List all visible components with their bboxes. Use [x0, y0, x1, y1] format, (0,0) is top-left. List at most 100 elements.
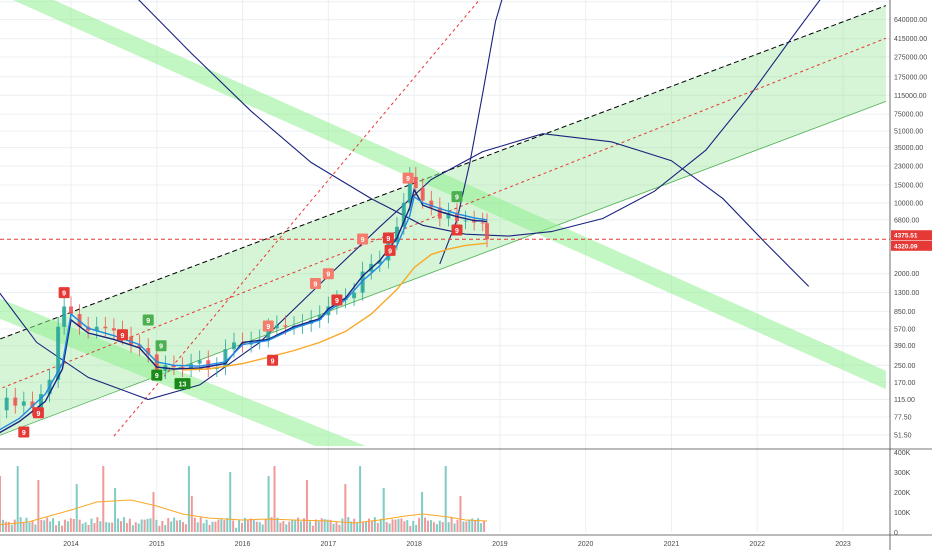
- volume-bar: [161, 521, 163, 532]
- price-tag-label: 4375.51: [894, 233, 918, 240]
- volume-tick-label: 400K: [894, 450, 911, 457]
- volume-bar: [454, 523, 456, 532]
- x-tick-label: 2023: [835, 541, 851, 548]
- volume-bar: [79, 520, 81, 532]
- volume-bar: [333, 524, 335, 532]
- y-tick-label: 850.00: [894, 309, 916, 316]
- y-tick-label: 35000.00: [894, 145, 923, 152]
- volume-bar: [220, 518, 222, 532]
- td-marker-label: 9: [121, 333, 125, 340]
- volume-bar: [483, 521, 485, 532]
- volume-bar: [43, 520, 45, 532]
- volume-bar: [93, 523, 95, 532]
- candle-body: [5, 398, 9, 411]
- volume-bar: [126, 523, 128, 532]
- volume-bar: [306, 480, 308, 532]
- y-tick-label: 23000.00: [894, 164, 923, 171]
- candle-body: [481, 222, 485, 223]
- volume-bar: [28, 522, 30, 532]
- y-tick-label: 115.00: [894, 397, 915, 404]
- volume-bar: [176, 520, 178, 532]
- volume-bar: [409, 526, 411, 532]
- candle-body: [103, 327, 107, 328]
- volume-bar: [318, 521, 320, 532]
- volume-bar: [61, 526, 63, 532]
- x-tick-label: 2018: [406, 541, 422, 548]
- volume-bar: [327, 520, 329, 532]
- y-tick-label: 640000.00: [894, 17, 927, 24]
- volume-bar: [268, 476, 270, 532]
- volume-bar: [197, 522, 199, 532]
- volume-bar: [315, 520, 317, 532]
- volume-bar: [85, 522, 87, 532]
- candle-body: [414, 177, 418, 188]
- volume-bar: [241, 523, 243, 532]
- volume-bar: [138, 524, 140, 532]
- y-tick-label: 170.00: [894, 380, 916, 387]
- x-tick-label: 2022: [749, 541, 765, 548]
- td-marker-label: 9: [266, 324, 270, 331]
- volume-bar: [451, 517, 453, 532]
- volume-bar: [259, 522, 261, 532]
- volume-bar: [442, 522, 444, 532]
- volume-bar: [147, 519, 149, 532]
- volume-bar: [433, 522, 435, 532]
- x-tick-label: 2016: [235, 541, 251, 548]
- y-tick-label: 250.00: [894, 363, 916, 370]
- volume-bar: [312, 526, 314, 532]
- volume-bar: [356, 522, 358, 532]
- volume-bar: [82, 524, 84, 532]
- volume-bar: [2, 520, 4, 532]
- volume-bar: [321, 518, 323, 532]
- volume-bar: [256, 522, 258, 532]
- volume-bar: [203, 523, 205, 532]
- volume-bar: [377, 523, 379, 532]
- volume-tick-label: 300K: [894, 470, 911, 477]
- volume-bar: [108, 523, 110, 532]
- td-marker-label: 9: [455, 195, 459, 202]
- volume-bar: [20, 517, 22, 532]
- volume-bar: [158, 526, 160, 532]
- volume-bar: [362, 522, 364, 532]
- volume-bar: [14, 520, 16, 532]
- volume-bar: [34, 524, 36, 532]
- volume-bar: [206, 520, 208, 532]
- candle-body: [464, 220, 468, 221]
- candle-body: [232, 342, 236, 349]
- volume-bar: [403, 521, 405, 532]
- volume-bar: [415, 525, 417, 532]
- volume-bar: [117, 519, 119, 532]
- volume-bar: [200, 517, 202, 532]
- td-marker-label: 9: [326, 272, 330, 279]
- td-marker-label: 9: [155, 373, 159, 380]
- volume-bar: [235, 528, 237, 532]
- y-tick-label: 415000.00: [894, 36, 927, 43]
- volume-bar: [424, 518, 426, 532]
- x-tick-label: 2017: [321, 541, 337, 548]
- volume-bar: [31, 521, 33, 532]
- volume-bar: [55, 525, 57, 532]
- volume-bar: [253, 520, 255, 532]
- td-marker-label: 9: [406, 176, 410, 183]
- td-marker-label: 9: [271, 358, 275, 365]
- volume-tick-label: 0: [894, 530, 898, 537]
- candle-body: [69, 306, 73, 314]
- volume-bar: [383, 488, 385, 532]
- volume-bar: [418, 518, 420, 532]
- td-marker-label: 9: [335, 298, 339, 305]
- volume-bar: [300, 521, 302, 532]
- y-tick-label: 570.00: [894, 326, 916, 333]
- volume-bar: [232, 520, 234, 532]
- candle-body: [62, 306, 66, 326]
- volume-bar: [341, 518, 343, 532]
- candle-body: [198, 360, 202, 363]
- volume-bar: [185, 524, 187, 532]
- volume-bar: [474, 520, 476, 532]
- volume-bar: [223, 520, 225, 532]
- volume-bar: [288, 522, 290, 532]
- volume-bar: [250, 518, 252, 532]
- volume-bar: [64, 520, 66, 532]
- x-tick-label: 2019: [492, 541, 508, 548]
- volume-bar: [217, 520, 219, 532]
